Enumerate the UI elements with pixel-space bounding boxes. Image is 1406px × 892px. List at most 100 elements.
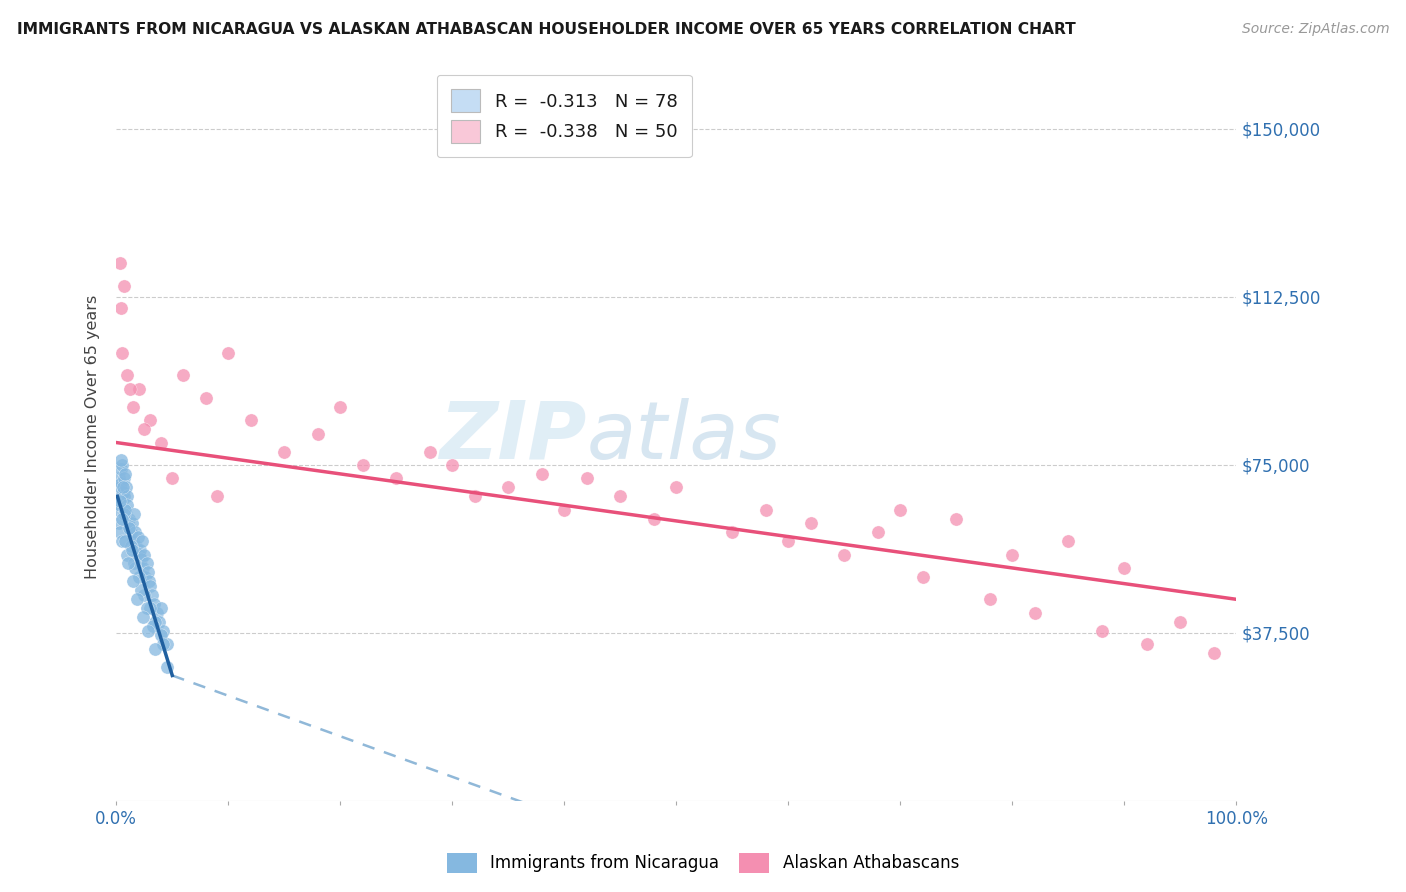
Point xyxy=(945,512,967,526)
Point xyxy=(108,525,131,540)
Point xyxy=(115,480,138,494)
Point xyxy=(142,619,165,633)
Point xyxy=(122,557,145,571)
Point xyxy=(156,659,179,673)
Point xyxy=(128,543,150,558)
Point xyxy=(111,493,134,508)
Point xyxy=(128,382,150,396)
Point xyxy=(1091,624,1114,638)
Point xyxy=(108,480,131,494)
Point xyxy=(108,502,131,516)
Point xyxy=(110,453,132,467)
Point xyxy=(1024,606,1046,620)
Point xyxy=(755,502,778,516)
Point xyxy=(979,592,1001,607)
Point xyxy=(1202,646,1225,660)
Point xyxy=(911,570,934,584)
Point xyxy=(778,534,800,549)
Point xyxy=(217,346,239,360)
Point xyxy=(145,606,167,620)
Point xyxy=(150,628,173,642)
Point xyxy=(125,539,148,553)
Point xyxy=(118,521,141,535)
Point xyxy=(173,368,195,383)
Point xyxy=(112,507,135,521)
Point xyxy=(114,502,136,516)
Point xyxy=(117,548,139,562)
Point xyxy=(498,480,520,494)
Point xyxy=(136,566,159,580)
Y-axis label: Householder Income Over 65 years: Householder Income Over 65 years xyxy=(86,295,100,579)
Point xyxy=(125,592,148,607)
Point xyxy=(114,507,136,521)
Point xyxy=(115,489,138,503)
Point xyxy=(136,624,159,638)
Point xyxy=(112,489,135,503)
Point xyxy=(643,512,665,526)
Point xyxy=(464,489,486,503)
Point xyxy=(194,391,217,405)
Point xyxy=(108,498,131,512)
Point xyxy=(800,516,823,531)
Point xyxy=(111,484,134,499)
Text: Source: ZipAtlas.com: Source: ZipAtlas.com xyxy=(1241,22,1389,37)
Point xyxy=(110,462,132,476)
Point xyxy=(143,597,166,611)
Point xyxy=(134,570,156,584)
Point xyxy=(138,574,160,589)
Point xyxy=(419,444,441,458)
Point xyxy=(150,601,173,615)
Point xyxy=(112,471,135,485)
Point xyxy=(117,512,139,526)
Point xyxy=(107,471,129,485)
Text: IMMIGRANTS FROM NICARAGUA VS ALASKAN ATHABASCAN HOUSEHOLDER INCOME OVER 65 YEARS: IMMIGRANTS FROM NICARAGUA VS ALASKAN ATH… xyxy=(17,22,1076,37)
Point xyxy=(135,601,157,615)
Point xyxy=(329,400,352,414)
Point xyxy=(131,534,153,549)
Point xyxy=(117,368,139,383)
Point xyxy=(352,458,374,472)
Point xyxy=(107,516,129,531)
Point xyxy=(117,557,139,571)
Point xyxy=(134,422,156,436)
Point xyxy=(889,502,911,516)
Point xyxy=(441,458,464,472)
Point xyxy=(121,574,143,589)
Point xyxy=(141,588,163,602)
Point xyxy=(665,480,688,494)
Point xyxy=(111,512,134,526)
Point xyxy=(118,382,141,396)
Point xyxy=(1170,615,1192,629)
Point xyxy=(1057,534,1080,549)
Point xyxy=(1001,548,1024,562)
Point xyxy=(111,458,134,472)
Text: ZIP: ZIP xyxy=(440,398,586,476)
Point xyxy=(143,641,166,656)
Point xyxy=(117,521,139,535)
Point xyxy=(139,413,162,427)
Point xyxy=(117,498,139,512)
Point xyxy=(121,516,143,531)
Point xyxy=(129,583,152,598)
Point xyxy=(127,530,149,544)
Point xyxy=(134,548,156,562)
Point xyxy=(553,502,575,516)
Point xyxy=(124,561,146,575)
Point xyxy=(205,489,228,503)
Point xyxy=(139,601,162,615)
Point xyxy=(128,548,150,562)
Point xyxy=(152,624,174,638)
Point xyxy=(145,615,167,629)
Point xyxy=(110,301,132,315)
Point xyxy=(114,534,136,549)
Point xyxy=(120,539,142,553)
Point xyxy=(239,413,262,427)
Point xyxy=(111,480,134,494)
Point xyxy=(114,467,136,481)
Point xyxy=(307,426,329,441)
Point xyxy=(122,507,145,521)
Point xyxy=(148,615,170,629)
Point xyxy=(112,278,135,293)
Point xyxy=(385,471,408,485)
Point xyxy=(124,525,146,540)
